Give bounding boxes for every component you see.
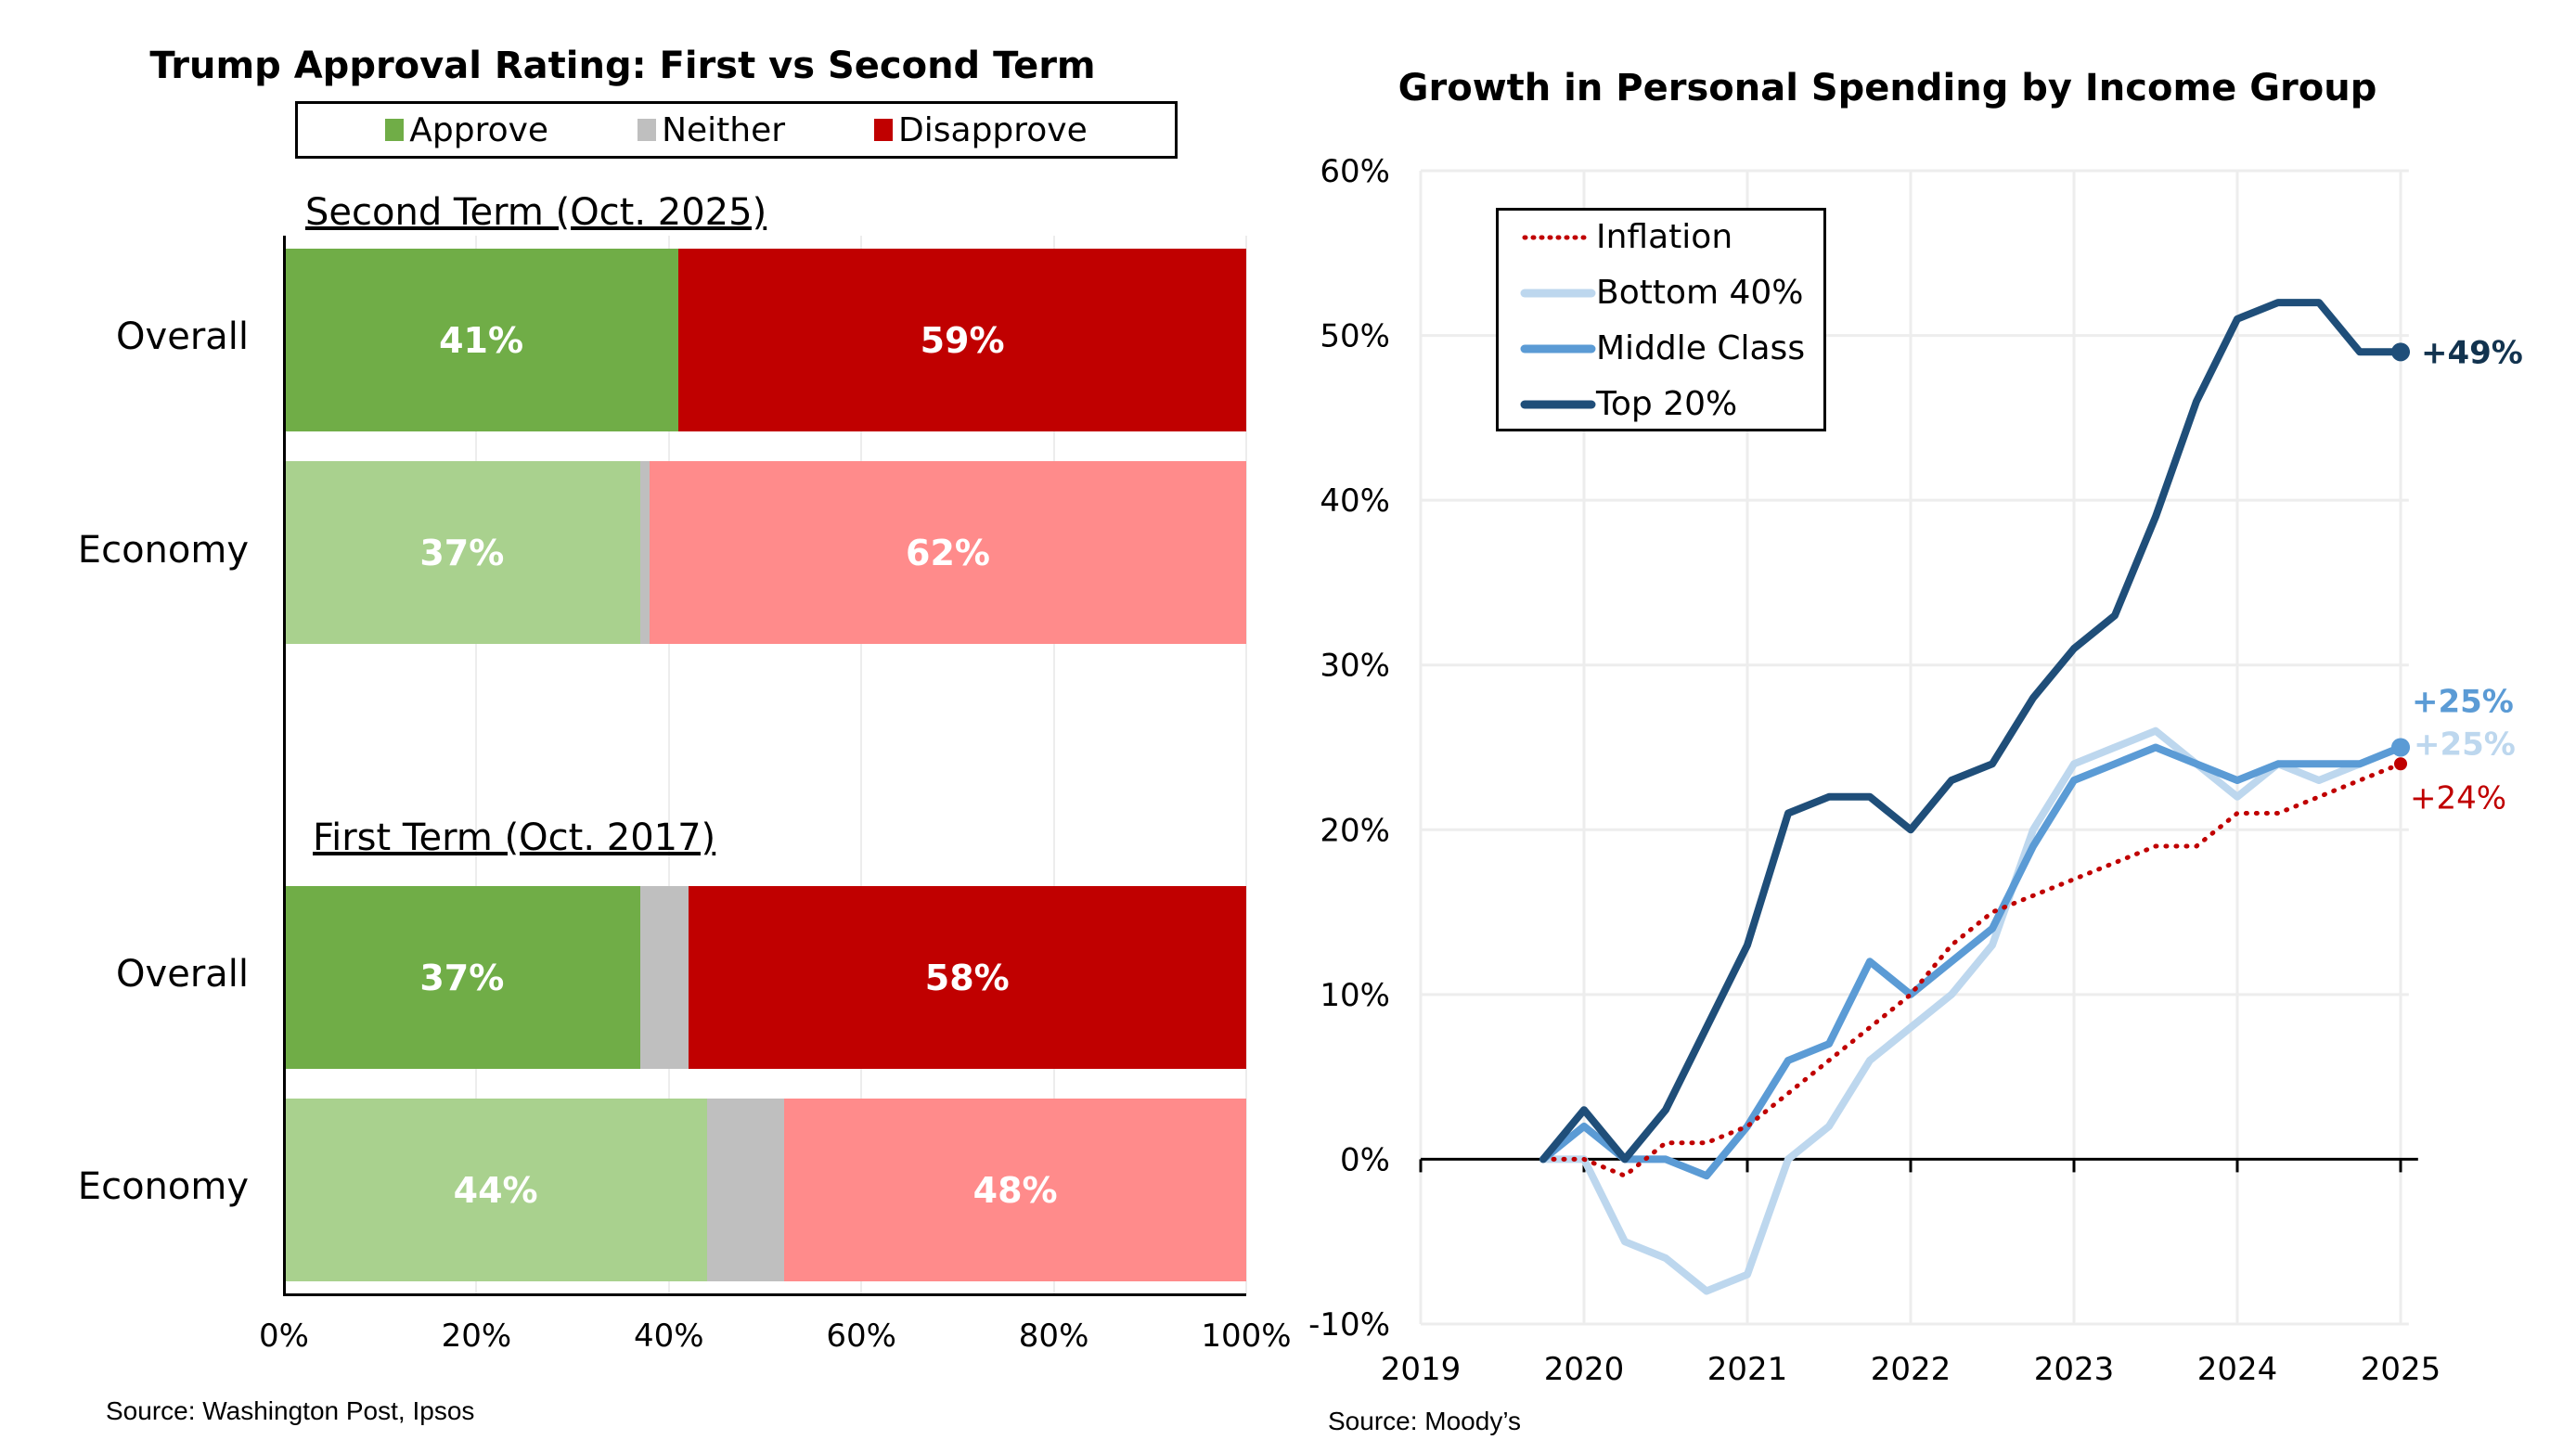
legend-label-approve: Approve [409,110,549,149]
bar-second-economy: 37% 62% [284,461,1246,644]
bar-segment-disapprove: 48% [784,1099,1246,1281]
approval-gridline [475,236,478,1294]
bar-segment-disapprove: 62% [650,461,1246,644]
bar-segment-neither [639,886,689,1069]
approval-gridline [1052,236,1055,1294]
approval-x-tick-label: 0% [259,1318,309,1355]
series-end-point-inflation [2394,757,2407,771]
bar-segment-approve: 44% [284,1099,708,1281]
spending-x-tick-label: 2023 [2034,1351,2115,1388]
bar-segment-neither [639,461,650,644]
disapprove-swatch-icon [874,119,894,141]
bar-segment-approve: 37% [284,886,640,1069]
legend-label-top20: Top 20% [1596,385,1738,423]
approval-x-tick-label: 100% [1201,1318,1292,1355]
approval-gridline [860,236,863,1294]
approve-swatch-icon [385,119,405,141]
spending-x-tick-label: 2020 [1544,1351,1625,1388]
spending-y-tick-label: 30% [1320,648,1390,685]
spending-y-tick-label: 20% [1320,812,1390,849]
legend-label-disapprove: Disapprove [898,110,1088,149]
spending-legend: Inflation Bottom 40% Middle Class Top 20… [1496,208,1826,431]
legend-item-approve: Approve [385,111,548,149]
series-end-label-middle-class: +25% [2412,684,2514,721]
spending-y-tick-label: 40% [1320,482,1390,520]
approval-gridline [667,236,670,1294]
spending-y-tick-label: -10% [1308,1306,1390,1344]
bar-segment-disapprove: 59% [678,249,1246,431]
legend-label-neither: Neither [662,110,786,149]
series-end-label-bottom-40-: +25% [2414,726,2516,764]
series-end-label-top-20-: +49% [2421,334,2523,371]
bar-segment-approve: 37% [284,461,640,644]
legend-item-neither: Neither [638,111,785,149]
approval-x-axis-line [283,1293,1246,1296]
second-term-label: Second Term (Oct. 2025) [305,191,767,234]
bar-label-disapprove: 48% [972,1169,1058,1211]
series-line-middle-class [1539,743,2404,1180]
approval-x-tick-label: 40% [634,1318,704,1355]
spending-x-tick-label: 2024 [2197,1351,2278,1388]
category-label-economy-first: Economy [77,1165,249,1208]
bar-segment-neither [707,1099,785,1281]
approval-x-tick-label: 20% [441,1318,512,1355]
bar-label-approve: 37% [419,957,505,998]
bar-segment-approve: 41% [284,249,679,431]
spending-x-tick-label: 2021 [1707,1351,1788,1388]
category-label-overall-first: Overall [116,953,249,996]
spending-x-tick-label: 2019 [1381,1351,1462,1388]
spending-chart-title: Growth in Personal Spending by Income Gr… [1397,67,2377,109]
first-term-label: First Term (Oct. 2017) [313,816,716,859]
series-line-bottom-40- [1539,726,2404,1295]
approval-plot-area [284,236,1247,1294]
bar-segment-disapprove: 58% [688,886,1246,1069]
category-label-overall-second: Overall [116,315,249,358]
spending-y-tick-label: 60% [1320,153,1390,190]
series-line-inflation [1540,761,2403,1178]
series-end-point-top-20- [2391,342,2410,362]
bar-label-approve: 37% [419,532,505,573]
spending-y-tick-label: 50% [1320,318,1390,355]
neither-swatch-icon [638,119,657,141]
approval-gridline [1245,236,1247,1294]
category-label-economy-second: Economy [77,529,249,572]
spending-source: Source: Moody’s [1328,1407,1522,1435]
approval-x-tick-label: 60% [826,1318,896,1355]
bar-first-economy: 44% 48% [284,1099,1246,1281]
bar-label-approve: 41% [439,319,524,361]
bar-label-disapprove: 59% [920,319,1005,361]
series-line-top-20- [1539,299,2404,1164]
legend-label-inflation: Inflation [1596,218,1733,256]
bar-second-overall: 41% 59% [284,249,1246,431]
spending-x-tick-label: 2022 [1871,1351,1951,1388]
spending-y-tick-label: 10% [1320,977,1390,1014]
bar-first-overall: 37% 58% [284,886,1246,1069]
approval-y-axis-line [283,236,286,1296]
spending-y-tick-label: 0% [1340,1141,1390,1178]
series-end-label-inflation: +24% [2410,779,2506,816]
approval-chart-title: Trump Approval Rating: First vs Second T… [149,45,1096,87]
legend-label-bottom40: Bottom 40% [1596,274,1804,312]
bar-label-disapprove: 62% [906,532,990,573]
approval-x-tick-label: 80% [1018,1318,1089,1355]
bar-label-disapprove: 58% [924,957,1010,998]
approval-source: Source: Washington Post, Ipsos [106,1396,475,1425]
approval-legend: Approve Neither Disapprove [295,101,1178,159]
spending-x-tick-label: 2025 [2361,1351,2441,1388]
legend-item-disapprove: Disapprove [874,111,1088,149]
legend-label-middle: Middle Class [1596,329,1806,367]
bar-label-approve: 44% [453,1169,538,1211]
series-end-point-middle-class [2391,738,2410,757]
